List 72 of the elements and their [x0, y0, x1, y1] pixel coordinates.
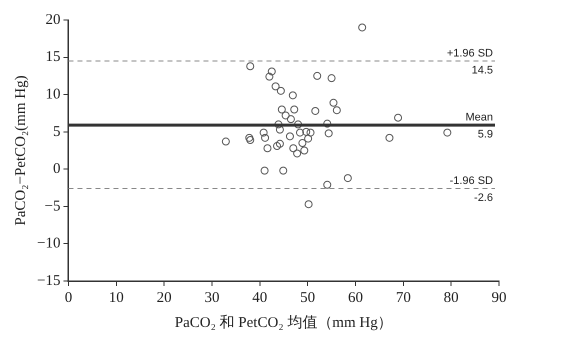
x-tick-label: 30 [204, 290, 220, 306]
x-tick-label: 90 [492, 290, 506, 306]
point [385, 134, 394, 142]
point [282, 111, 290, 120]
x-tick-label: 10 [108, 290, 124, 306]
x-tick-label: 60 [348, 290, 363, 306]
point [304, 200, 313, 208]
y-tick-label: 10 [45, 86, 60, 103]
point [300, 146, 308, 154]
point [298, 139, 306, 148]
point [260, 166, 269, 175]
x-tick-label: 50 [300, 290, 316, 306]
point [289, 144, 298, 152]
point [261, 134, 270, 142]
point [313, 72, 322, 80]
y-tick-label: 5 [52, 124, 60, 140]
point [246, 62, 254, 70]
point [276, 140, 284, 148]
x-tick-label: 40 [252, 290, 268, 306]
y-tick-label: 0 [52, 161, 60, 178]
ref-line-label: +1.96 SD [446, 48, 494, 60]
x-tick-label: 70 [396, 290, 411, 306]
point [286, 132, 294, 140]
point [279, 166, 288, 175]
y-axis-title: PaCO₂−PetCO₂(mm Hg) [12, 75, 29, 226]
point [311, 106, 320, 115]
point [276, 126, 284, 134]
point [323, 120, 332, 128]
point [302, 128, 310, 136]
point [306, 128, 315, 137]
point [332, 106, 341, 114]
point [344, 174, 352, 182]
annotation: 5.9 [478, 128, 493, 141]
point [274, 120, 282, 128]
point [222, 138, 230, 146]
point [290, 105, 298, 114]
ref-line-label: -1.96 SD [450, 175, 494, 188]
annotation: 14.5 [472, 64, 493, 77]
point [394, 114, 402, 122]
point [286, 115, 295, 124]
point [323, 180, 332, 189]
point [304, 134, 312, 143]
y-tick-label: −15 [36, 272, 60, 289]
x-axis-title: PaCO₂ 和 PetCO₂ 均值（mm Hg） [174, 314, 393, 331]
point [272, 82, 280, 90]
point [324, 129, 333, 138]
y-tick-label: −10 [36, 236, 60, 252]
point [268, 67, 276, 76]
point [278, 105, 286, 114]
point [358, 23, 366, 32]
x-tick-label: 80 [444, 290, 459, 306]
annotation: -2.6 [474, 192, 493, 204]
point [245, 134, 254, 142]
point [260, 128, 268, 137]
point [288, 91, 297, 100]
y-tick-label: 20 [45, 12, 60, 28]
point [443, 128, 452, 137]
point [296, 128, 304, 137]
point [328, 74, 336, 82]
point [265, 72, 274, 81]
ref-line-label: Mean [465, 112, 493, 124]
point [276, 86, 285, 95]
x-tick-label: 20 [156, 290, 172, 306]
point [329, 98, 338, 107]
y-tick-label: 15 [45, 49, 60, 66]
point [246, 136, 254, 144]
point [273, 142, 282, 150]
point [293, 149, 302, 158]
point [263, 144, 272, 152]
y-tick-label: −5 [44, 198, 60, 214]
x-tick-label: 0 [64, 290, 72, 306]
point [294, 120, 302, 128]
